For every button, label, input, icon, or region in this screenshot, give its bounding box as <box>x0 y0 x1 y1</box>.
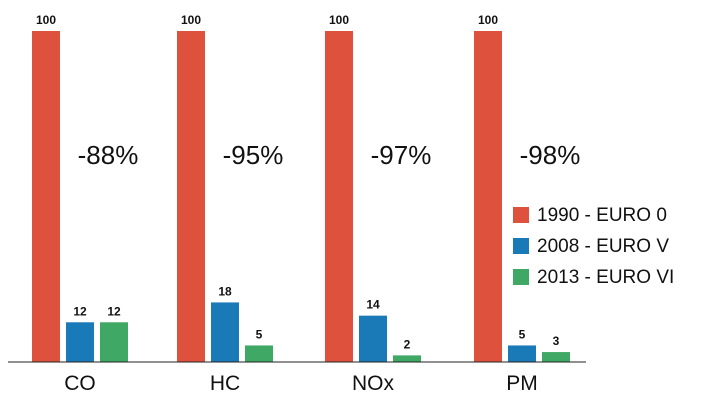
data-label-nox-series-1: 100 <box>329 13 349 27</box>
reduction-annotation-nox: -97% <box>371 140 432 170</box>
bars-layer <box>32 31 570 362</box>
bar-hc-series-1 <box>177 31 205 362</box>
data-label-pm-series-2: 5 <box>519 327 526 341</box>
data-label-co-series-1: 100 <box>36 13 56 27</box>
data-label-pm-series-3: 3 <box>553 334 560 348</box>
data-label-hc-series-2: 18 <box>218 284 232 298</box>
reduction-annotation-pm: -98% <box>520 140 581 170</box>
bar-co-series-3 <box>100 322 128 362</box>
category-label-pm: PM <box>506 372 538 395</box>
bar-co-series-1 <box>32 31 60 362</box>
bar-nox-series-3 <box>393 355 421 362</box>
data-label-hc-series-1: 100 <box>181 13 201 27</box>
data-label-nox-series-2: 14 <box>366 298 380 312</box>
bar-co-series-2 <box>66 322 94 362</box>
bar-pm-series-2 <box>508 345 536 362</box>
category-label-hc: HC <box>210 372 240 395</box>
reduction-annotation-hc: -95% <box>223 140 284 170</box>
legend-label-series-1: 1990 - EURO 0 <box>537 205 667 226</box>
data-label-co-series-2: 12 <box>73 304 87 318</box>
legend-swatch-series-2 <box>513 238 529 254</box>
data-label-co-series-3: 12 <box>107 304 121 318</box>
bar-hc-series-2 <box>211 302 239 362</box>
data-label-pm-series-1: 100 <box>478 13 498 27</box>
bar-hc-series-3 <box>245 345 273 362</box>
reduction-annotation-co: -88% <box>78 140 139 170</box>
bar-pm-series-3 <box>542 352 570 362</box>
legend-label-series-2: 2008 - EURO V <box>537 236 669 257</box>
labels-layer: 100 12 12 CO -88% 100 18 5 HC -95% 100 14 2 NOx -97% 10… <box>36 13 580 395</box>
bar-nox-series-1 <box>325 31 353 362</box>
category-label-co: CO <box>64 372 96 395</box>
bar-pm-series-1 <box>474 31 502 362</box>
bar-nox-series-2 <box>359 315 387 362</box>
legend-label-series-3: 2013 - EURO VI <box>537 267 674 288</box>
data-label-nox-series-3: 2 <box>404 337 411 351</box>
data-label-hc-series-3: 5 <box>256 327 263 341</box>
category-label-nox: NOx <box>352 372 395 395</box>
legend: 1990 - EURO 0 2008 - EURO V 2013 - EURO VI <box>513 205 674 288</box>
legend-swatch-series-1 <box>513 207 529 223</box>
legend-swatch-series-3 <box>513 269 529 285</box>
